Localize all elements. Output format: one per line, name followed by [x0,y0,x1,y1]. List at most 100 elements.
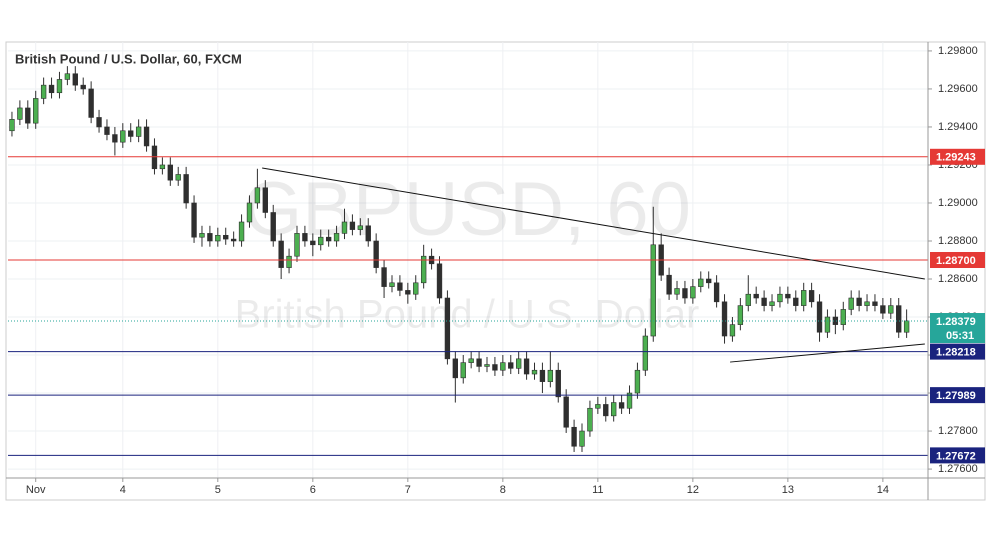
candle-body [531,369,538,375]
y-tick-label: 1.28600 [938,273,978,285]
candle-body [397,282,403,291]
candle-body [864,301,870,306]
candle-body [72,73,78,86]
candle-body [737,305,744,325]
candle-body [444,297,451,360]
candle-body [777,293,783,303]
level-label-box [930,447,985,464]
candle-body [333,233,340,242]
candle-body [523,358,530,375]
candle-body [405,290,411,295]
level-label-box [930,343,985,360]
candle-body [674,288,680,295]
candle-body [270,212,276,242]
candle-body [246,202,253,223]
candle-body [816,301,823,333]
y-tick-label: 1.29800 [938,45,978,57]
countdown-label: 05:31 [946,330,974,342]
candle-body [230,238,237,242]
level-label: 1.28700 [936,255,976,267]
x-tick-label: Nov [26,484,46,496]
candle-body [238,221,245,242]
candle-body [365,225,371,242]
candle-body [223,234,229,240]
candle-body [713,282,720,303]
candle-body [56,79,63,94]
candle-body [626,392,633,409]
level-label: 1.27989 [936,390,976,402]
candle-body [215,234,221,242]
level-label-box [930,387,985,404]
candle-body [33,98,39,124]
candle-body [729,324,736,337]
candle-body [515,358,522,369]
current-price-box [930,313,985,344]
candle-body [120,130,126,143]
candle-body [896,305,902,333]
candle-body [840,309,846,325]
candle-body [832,316,839,325]
candle-body [112,134,118,143]
candle-body [143,126,150,147]
candle-body [135,126,142,137]
trendline [730,343,925,363]
watermark-subtitle: British Pound / U.S. Dollar [235,293,700,337]
level-label: 1.29243 [936,152,976,164]
candle-body [603,404,609,417]
candle-body [80,84,86,90]
candle-body [611,402,617,417]
candle-body [903,320,910,333]
candle-body [413,282,419,295]
candle-body [88,88,94,118]
candle-body [547,369,554,382]
candle-body [753,293,759,299]
candle-body [856,297,862,306]
candle-body [357,225,363,230]
candle-body [381,267,387,287]
x-tick-label: 7 [405,484,411,496]
candle-body [262,187,268,213]
candle-body [302,233,308,242]
candle-body [634,369,641,394]
candle-body [294,233,300,257]
candle-body [666,274,672,295]
candle-body [40,84,47,99]
candle-body [325,236,332,242]
candle-body [492,364,498,371]
level-label-box [930,148,985,165]
candle-body [682,288,688,299]
candle-body [563,396,569,428]
candle-body [476,358,482,367]
candle-body [25,107,31,124]
candle-body [468,358,474,363]
candle-body [642,335,649,371]
candle-body [159,164,166,170]
x-tick-label: 11 [592,484,603,496]
candle-body [96,117,102,128]
x-tick-label: 12 [687,484,699,496]
candle-body [349,221,356,230]
current-price-label: 1.28379 [936,316,976,328]
candle-body [745,293,751,306]
y-tick-label: 1.29600 [938,83,978,95]
x-tick-label: 13 [782,484,794,496]
candle-body [199,233,205,238]
candle-body [801,290,807,306]
candle-body [191,202,197,238]
candle-body [500,362,506,371]
chart-frame [5,41,986,501]
y-tick-label: 1.27600 [938,463,978,475]
candle-body [508,362,514,369]
trendline [262,167,925,280]
level-label: 1.27672 [936,450,976,462]
y-tick-label: 1.28800 [938,235,978,247]
candle-body [128,130,134,137]
candle-body [9,119,15,132]
candle-body [175,174,181,181]
candle-body [436,263,443,299]
candle-body [207,233,213,242]
candle-body [48,84,55,94]
candle-body [888,305,894,314]
candle-body [151,145,158,170]
x-tick-label: 8 [500,484,506,496]
